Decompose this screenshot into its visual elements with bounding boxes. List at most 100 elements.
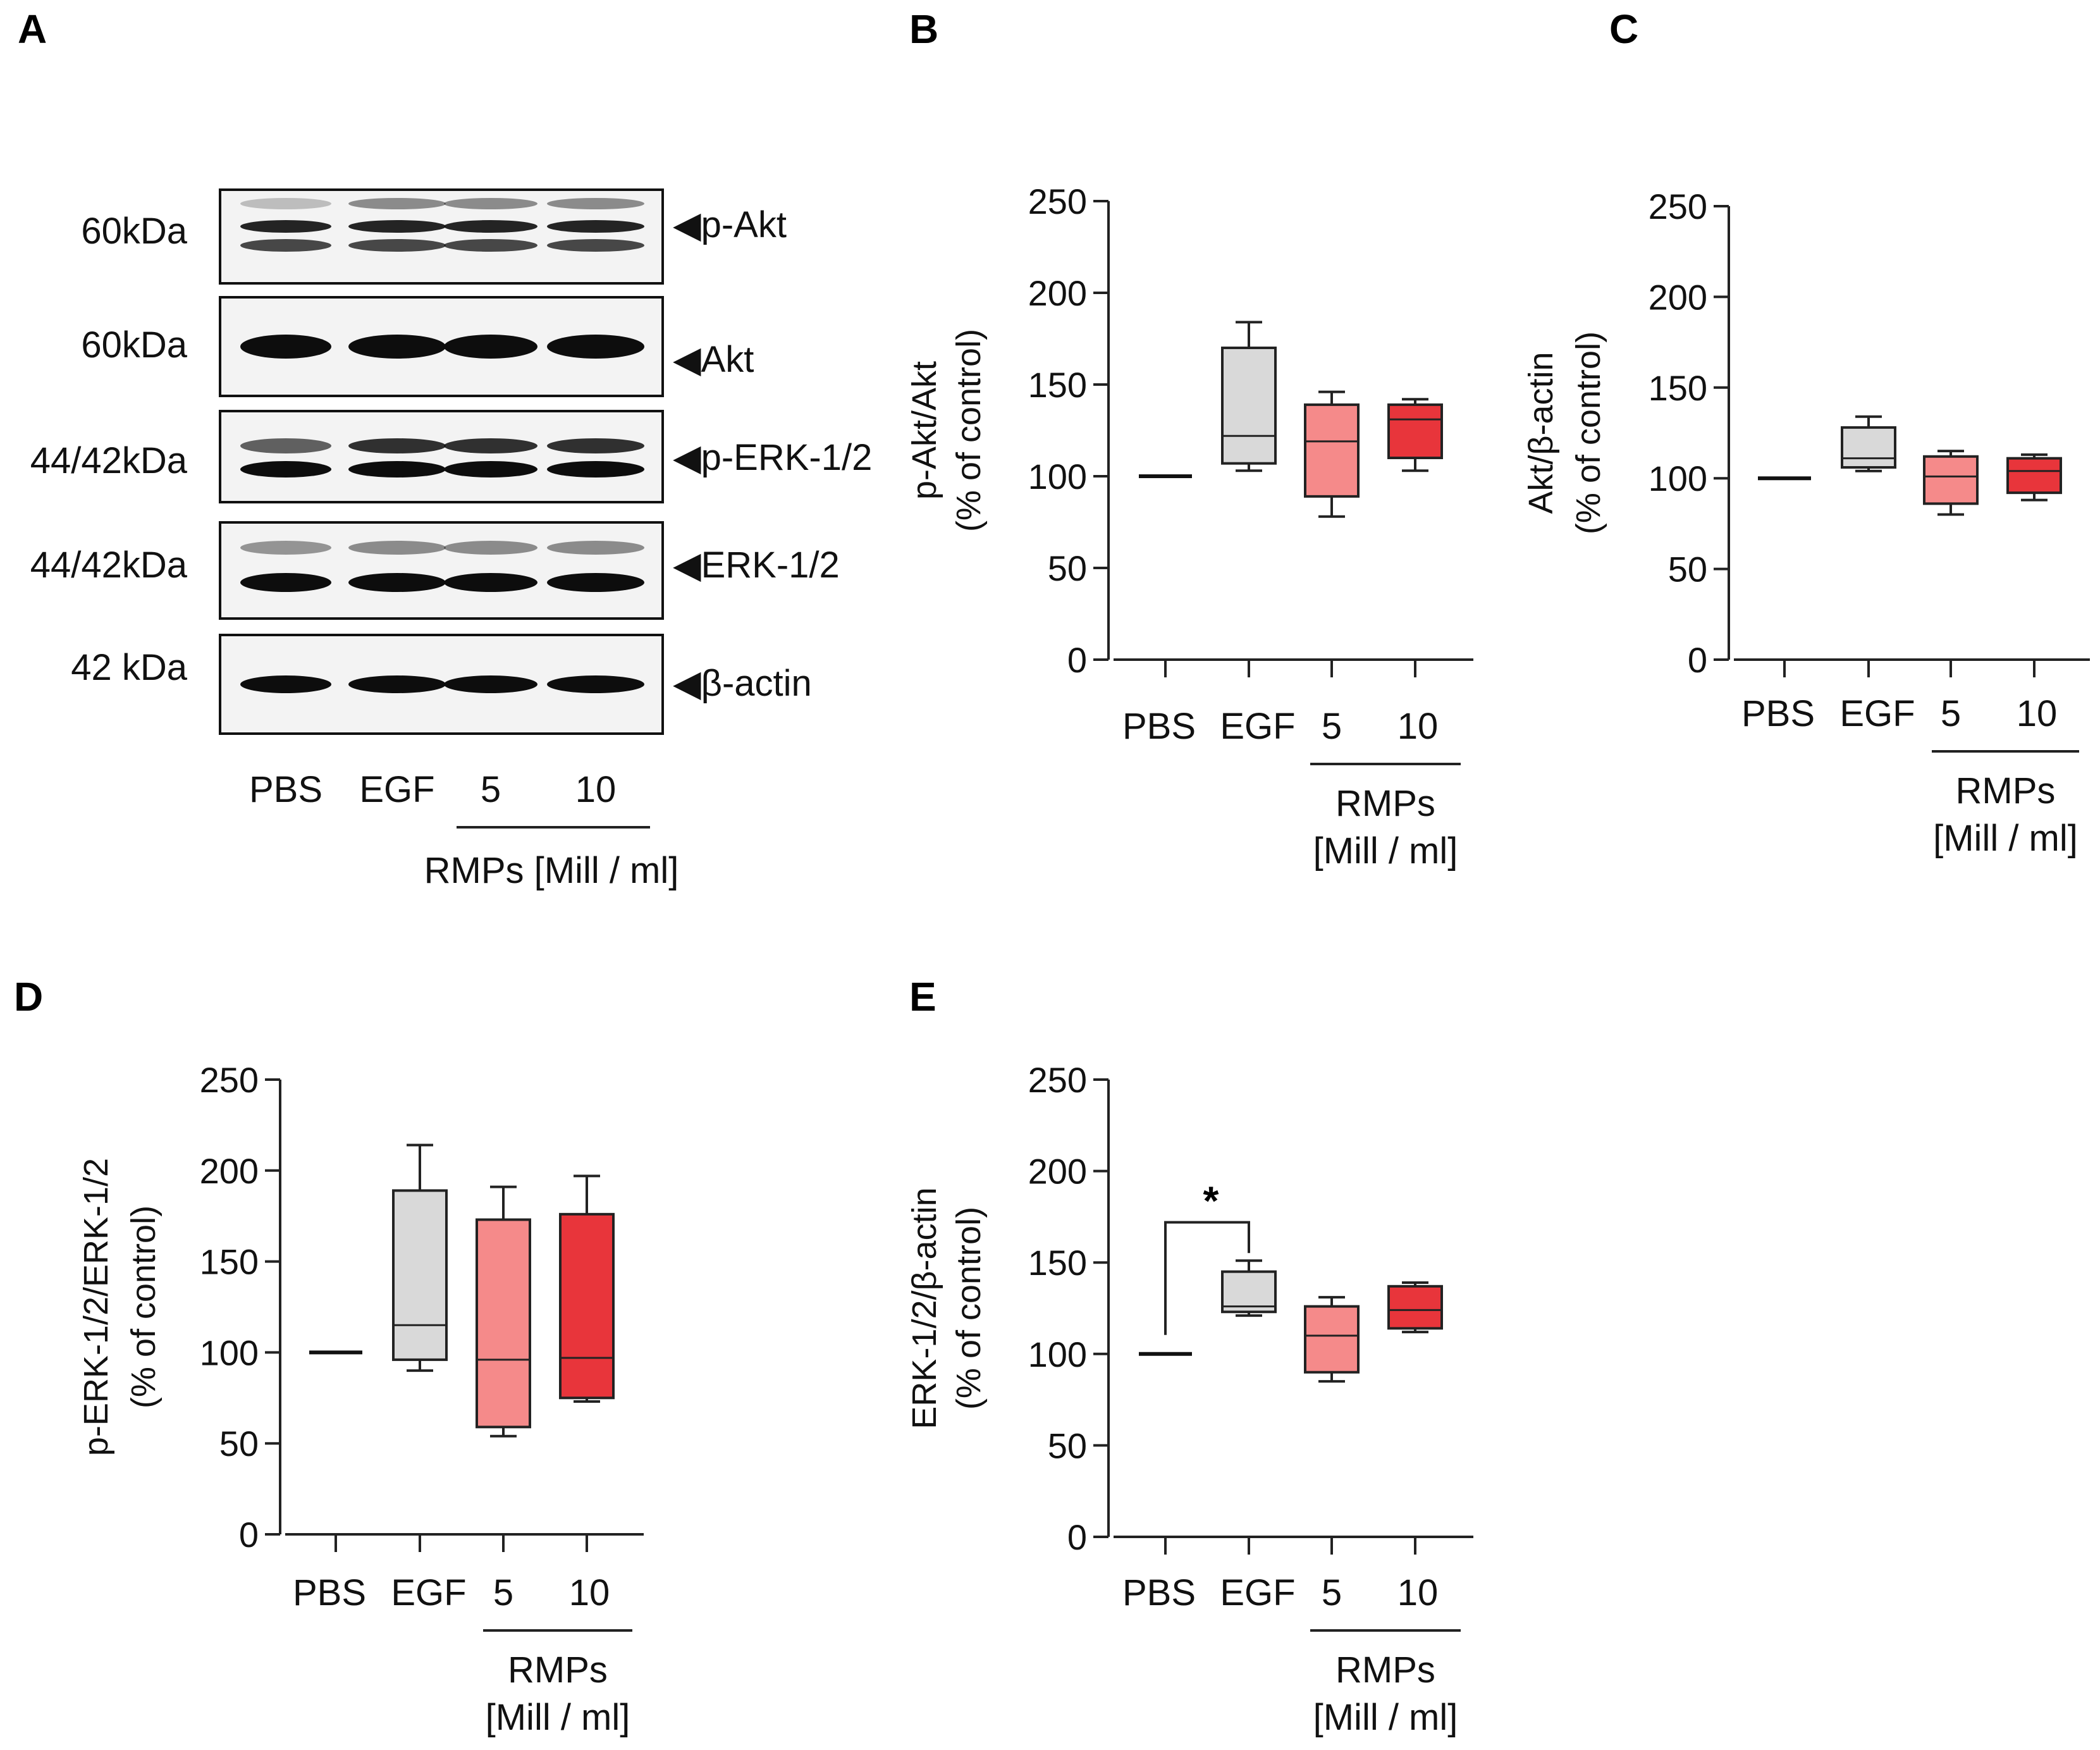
- chart-e-ytick-label-250: 250: [1028, 1060, 1087, 1100]
- chart-b-ytick-label-200: 200: [1028, 273, 1087, 313]
- blot-band-row4-lane3-2: [444, 573, 537, 592]
- chart-e-significance-bracket: [1164, 1221, 1250, 1335]
- chart-d-group-label-1: RMPs: [508, 1649, 608, 1691]
- chart-c-box-2-iqr: [1841, 426, 1896, 469]
- chart-d-box-3: [476, 1185, 531, 1438]
- blot-band-row1-lane2-2: [348, 220, 446, 233]
- chart-d-category-label-2: EGF: [391, 1572, 466, 1613]
- chart-b-category-label-3: 5: [1322, 706, 1342, 747]
- blot-band-row3-lane3-1: [444, 438, 537, 453]
- western-blot-panel: 60kDa ◀p-Akt 60kDa ◀Akt 44/42kDa ◀p-ERK-1/2 44…: [30, 188, 872, 891]
- blot-band-row1-lane3-2: [444, 220, 537, 233]
- chart-b-category-label-2: EGF: [1220, 706, 1295, 747]
- blot-band-row1-lane4-2: [547, 220, 644, 233]
- chart-d-ytick-label-250: 250: [200, 1060, 259, 1100]
- chart-d-group-label-2: [Mill / ml]: [486, 1697, 630, 1738]
- chart-d-ytick-label-150: 150: [200, 1242, 259, 1282]
- chart-e-box-3-iqr: [1304, 1305, 1360, 1374]
- blot-band-row4-lane2-2: [348, 573, 446, 592]
- chart-b-category-label-1: PBS: [1122, 706, 1196, 747]
- chart-d-box-4-iqr: [559, 1212, 615, 1400]
- chart-c-category-label-3: 5: [1941, 693, 1961, 734]
- chart-d-ylabel-2: (% of control): [125, 1205, 163, 1408]
- chart-b-ytick-label-50: 50: [1048, 548, 1087, 588]
- chart-c-box-2: [1841, 415, 1896, 472]
- chart-c-box-3-iqr: [1923, 455, 1979, 505]
- blot-strip-4: [219, 521, 664, 620]
- blot-band-row4-lane1-2: [240, 573, 331, 592]
- chart-c-ytick-label-150: 150: [1649, 368, 1707, 408]
- chart-c-category-label-1: PBS: [1741, 693, 1815, 734]
- chart-c-ylabel-2: (% of control): [1569, 331, 1607, 534]
- chart-d-ytick-label-100: 100: [200, 1333, 259, 1372]
- chart-e: 0 50 100 150 200 250 PBS EGF 5 10 RMPs [Mill / ml] E…: [906, 1060, 1473, 1738]
- blot-band-row1-lane2-3: [348, 239, 446, 252]
- blot-band-row2-lane1-1: [240, 335, 331, 359]
- chart-e-ytick-label-0: 0: [1067, 1517, 1087, 1557]
- blot-mw-label-5: 42 kDa: [71, 647, 188, 688]
- chart-e-group-label-1: RMPs: [1336, 1649, 1435, 1691]
- blot-band-row2-lane4-1: [547, 335, 644, 359]
- blot-lane-label-egf: EGF: [359, 769, 434, 810]
- blot-band-row1-lane3-1: [444, 198, 537, 209]
- blot-target-label-2: ◀Akt: [673, 339, 754, 380]
- chart-d-category-label-3: 5: [493, 1572, 513, 1613]
- blot-lane-label-5: 5: [481, 769, 501, 810]
- blot-band-row4-lane3-1: [444, 541, 537, 555]
- chart-d-box-2-iqr: [392, 1189, 448, 1361]
- chart-d-category-label-4: 10: [569, 1572, 610, 1613]
- chart-e-significance-label: *: [1203, 1178, 1219, 1224]
- chart-b: 0 50 100 150 200 250 PBS EGF 5 10 RMPs [Mill / ml] p…: [906, 182, 1473, 872]
- blot-band-row4-lane2-1: [348, 541, 446, 555]
- chart-b-box-3: [1304, 390, 1360, 518]
- chart-c-group-label-2: [Mill / ml]: [1933, 818, 2078, 859]
- blot-band-row3-lane4-2: [547, 461, 644, 478]
- chart-e-group-label-2: [Mill / ml]: [1313, 1697, 1458, 1738]
- blot-lane-label-10: 10: [575, 769, 617, 810]
- chart-c-ytick-label-0: 0: [1688, 640, 1707, 680]
- panel-label-c: C: [1609, 6, 1638, 52]
- panel-label-a: A: [18, 6, 47, 52]
- blot-band-row5-lane4-1: [547, 675, 644, 693]
- chart-c-ytick-label-250: 250: [1649, 187, 1707, 226]
- panel-label-b: B: [909, 6, 938, 52]
- chart-b-ytick-label-100: 100: [1028, 457, 1087, 496]
- chart-e-box-2: [1221, 1259, 1277, 1317]
- chart-c-box-4-iqr: [2006, 457, 2062, 495]
- chart-d: 0 50 100 150 200 250 PBS EGF 5 10 RMPs [Mill / ml] p…: [77, 1060, 644, 1738]
- chart-e-ylabel-1: ERK-1/2/β-actin: [906, 1187, 943, 1429]
- chart-d-ytick-label-0: 0: [239, 1515, 259, 1555]
- chart-b-group-label-2: [Mill / ml]: [1313, 830, 1458, 872]
- blot-band-row4-lane4-1: [547, 541, 644, 555]
- chart-b-category-label-4: 10: [1397, 706, 1439, 747]
- blot-mw-label-2: 60kDa: [81, 324, 187, 366]
- blot-band-row5-lane2-1: [348, 675, 446, 693]
- chart-c-ylabel-1: Akt/β-actin: [1522, 352, 1560, 514]
- blot-mw-label-4: 44/42kDa: [30, 545, 188, 586]
- chart-c-ytick-label-200: 200: [1649, 277, 1707, 317]
- blot-target-label-5: ◀β-actin: [673, 663, 812, 704]
- blot-strip-3: [219, 410, 664, 503]
- chart-e-category-label-1: PBS: [1122, 1572, 1196, 1613]
- blot-band-row1-lane3-3: [444, 239, 537, 252]
- chart-c-group-label-1: RMPs: [1956, 770, 2056, 811]
- chart-e-box-4-iqr: [1387, 1285, 1443, 1330]
- chart-d-box-2: [392, 1143, 448, 1372]
- chart-e-box-4: [1387, 1281, 1443, 1334]
- blot-band-row1-lane4-1: [547, 198, 644, 209]
- chart-b-group-label-1: RMPs: [1336, 783, 1435, 824]
- blot-band-row1-lane1-1: [240, 198, 331, 209]
- chart-e-ytick-label-150: 150: [1028, 1243, 1087, 1283]
- chart-e-ytick-label-100: 100: [1028, 1334, 1087, 1374]
- chart-e-ylabel-2: (% of control): [950, 1207, 988, 1410]
- blot-target-label-3: ◀p-ERK-1/2: [673, 437, 872, 478]
- blot-band-row3-lane2-2: [348, 461, 446, 478]
- chart-c-ytick-label-50: 50: [1668, 550, 1707, 589]
- chart-e-category-label-4: 10: [1397, 1572, 1439, 1613]
- panel-label-d: D: [14, 974, 43, 1020]
- chart-c-category-label-4: 10: [2017, 693, 2058, 734]
- chart-c-box-3: [1923, 450, 1979, 516]
- chart-e-category-label-2: EGF: [1220, 1572, 1295, 1613]
- blot-band-row5-lane1-1: [240, 675, 331, 693]
